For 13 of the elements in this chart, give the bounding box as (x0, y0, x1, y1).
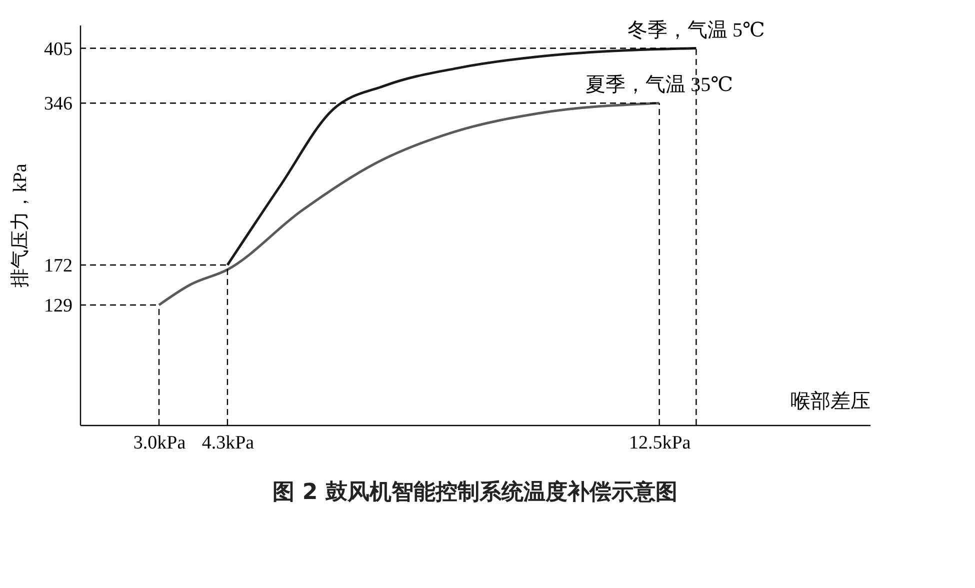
x-tick-label: 12.5kPa (628, 432, 692, 454)
y-tick-label: 172 (44, 256, 72, 276)
x-tick-label: 3.0kPa (133, 432, 186, 454)
y-tick-label: 129 (44, 296, 72, 316)
y-tick-label: 346 (44, 94, 72, 115)
y-tick-label: 405 (44, 38, 72, 60)
x-tick-label: 4.3kPa (202, 432, 255, 454)
x-axis-title: 喉部差压 (790, 390, 870, 412)
series-label: 冬季，气温 5℃ (628, 19, 765, 42)
y-axis-title: 排气压力，kPa (10, 163, 31, 288)
text: 图 2 鼓风机智能控制系统温度补偿示意图 (272, 479, 678, 505)
line-series (158, 102, 661, 306)
series-label: 夏季，气温 35℃ (586, 74, 734, 96)
